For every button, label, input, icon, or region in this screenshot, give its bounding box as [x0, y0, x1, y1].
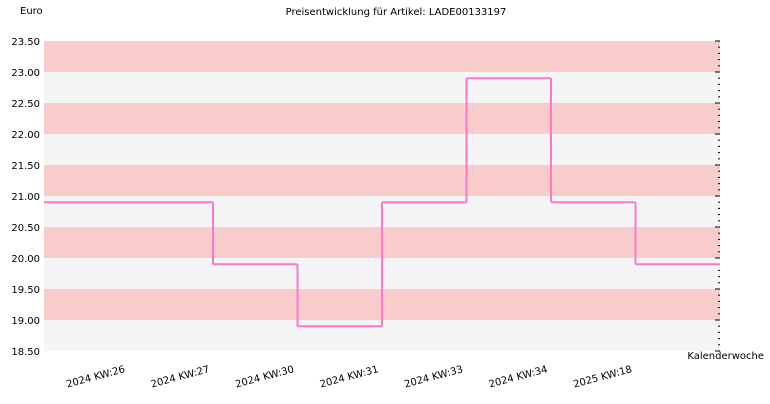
y-tick-label: 20.00	[11, 254, 40, 265]
x-tick-label: 2024 KW:31	[319, 364, 380, 390]
y-tick-label: 22.00	[11, 130, 40, 141]
background-band	[44, 165, 720, 196]
y-tick-label: 21.00	[11, 192, 40, 203]
y-tick-label: 18.50	[11, 347, 40, 358]
x-tick-label: 2024 KW:30	[234, 364, 295, 390]
y-tick-label: 23.50	[11, 37, 40, 48]
x-tick-label: 2024 KW:27	[150, 364, 211, 390]
chart-title: Preisentwicklung für Artikel: LADE001331…	[286, 7, 507, 18]
y-tick-label: 19.00	[11, 316, 40, 327]
x-tick-label: 2024 KW:26	[65, 364, 126, 390]
background-band	[44, 134, 720, 165]
background-band	[44, 41, 720, 72]
x-tick-label: 2024 KW:33	[403, 364, 464, 390]
background-band	[44, 72, 720, 103]
background-band	[44, 103, 720, 134]
x-axis-label: Kalenderwoche	[687, 351, 764, 362]
y-tick-label: 21.50	[11, 161, 40, 172]
y-axis-label: Euro	[20, 6, 43, 17]
y-tick-label: 20.50	[11, 223, 40, 234]
x-tick-label: 2024 KW:34	[488, 364, 549, 390]
y-tick-label: 23.00	[11, 68, 40, 79]
x-tick-label: 2025 KW:18	[572, 364, 633, 390]
y-tick-label: 19.50	[11, 285, 40, 296]
y-tick-label: 22.50	[11, 99, 40, 110]
